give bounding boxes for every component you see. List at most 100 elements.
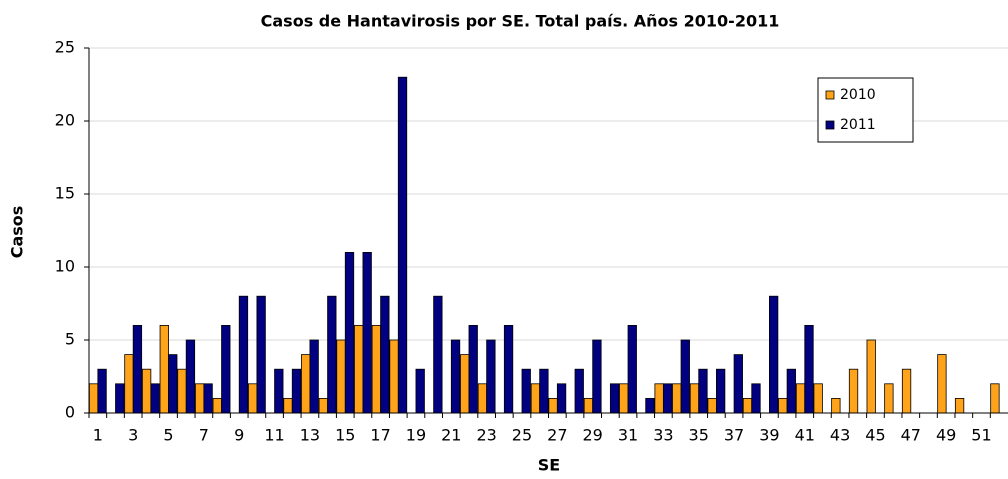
bar [177,368,187,414]
bar [248,383,258,414]
bar [556,383,567,414]
bar [521,368,531,414]
bar [592,339,602,414]
bar [274,368,284,414]
x-tick-label: 29 [583,426,603,445]
bar [477,383,488,414]
y-tick-label: 0 [65,403,75,422]
bar [291,368,302,414]
bar [866,339,876,414]
y-tick-label: 10 [55,257,75,276]
y-tick-label: 15 [55,184,75,203]
x-tick-label: 27 [547,426,567,445]
bar [397,76,408,414]
x-tick-label: 37 [724,426,744,445]
x-tick-label: 13 [300,426,320,445]
bar [742,397,753,414]
bar [715,368,726,414]
bar [680,339,690,414]
bar [371,324,382,414]
x-axis-label: SE [538,456,560,475]
x-tick-label: 47 [901,426,921,445]
bar [503,324,514,414]
x-tick-label: 11 [264,426,284,445]
bar [415,368,425,414]
bar [619,383,629,414]
y-tick-label: 25 [55,38,75,57]
legend-box [817,77,914,143]
bar [884,383,894,414]
x-tick-label: 45 [865,426,885,445]
bar [344,251,355,414]
x-tick-label: 7 [199,426,209,445]
bar [751,383,761,414]
bar [132,324,143,414]
bar [185,339,196,414]
bar [124,354,134,414]
y-axis-label: Casos [8,206,27,259]
bar [769,295,779,414]
bar [141,368,152,414]
bar [450,339,461,414]
legend-swatch [825,120,835,130]
x-tick-label: 31 [618,426,638,445]
bar [804,324,814,414]
chart-title: Casos de Hantavirosis por SE. Total país… [261,12,780,31]
bar [530,383,541,414]
x-tick-label: 9 [234,426,244,445]
bar [786,368,796,414]
bar [574,368,584,414]
bar [327,295,337,414]
bar [389,339,399,414]
bar [645,397,655,414]
bar [831,397,841,414]
x-tick-label: 3 [128,426,138,445]
bar [609,383,620,414]
bar [380,295,390,414]
x-tick-label: 17 [370,426,390,445]
x-tick-label: 1 [93,426,103,445]
x-tick-label: 41 [795,426,815,445]
bar [486,339,496,414]
bar [583,397,594,414]
x-tick-label: 25 [512,426,532,445]
bar [990,383,1000,414]
x-tick-label: 49 [936,426,956,445]
bar [283,397,293,414]
x-tick-label: 35 [689,426,709,445]
x-tick-label: 51 [971,426,991,445]
bar [539,368,549,414]
bar [654,383,664,414]
bar [662,383,673,414]
x-tick-label: 19 [406,426,426,445]
bar [778,397,788,414]
bar [150,383,160,414]
bar [954,397,965,414]
bar [707,397,717,414]
legend-label: 2011 [840,117,876,133]
y-tick-label: 20 [55,111,75,130]
bar [460,354,470,414]
x-tick-label: 21 [441,426,461,445]
bar [362,251,372,414]
x-tick-label: 39 [759,426,779,445]
bar [318,397,328,414]
bar [848,368,859,414]
x-tick-label: 43 [830,426,850,445]
bar [336,339,346,414]
bar [212,397,222,414]
legend-swatch [825,90,835,100]
bar [733,354,743,414]
bar [194,383,205,414]
legend-label: 2010 [840,87,876,103]
bar [468,324,478,414]
bar [221,324,231,414]
bar [115,383,125,414]
bar [548,397,558,414]
x-tick-label: 33 [653,426,673,445]
bar [433,295,443,414]
x-tick-label: 5 [163,426,173,445]
bar [627,324,637,414]
bar [88,383,99,414]
